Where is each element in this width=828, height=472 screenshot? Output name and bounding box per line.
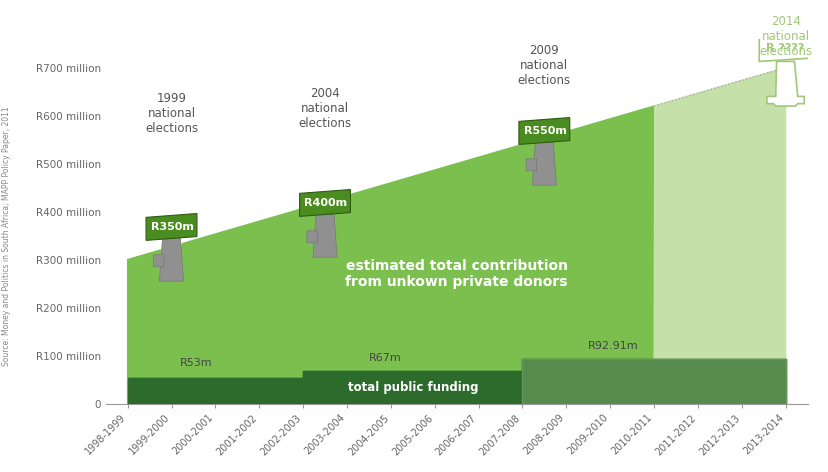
FancyBboxPatch shape [153,255,164,267]
Polygon shape [532,142,556,185]
Polygon shape [518,118,569,144]
Text: estimated total contribution
from unkown private donors: estimated total contribution from unkown… [345,259,567,289]
Text: R400m: R400m [304,198,347,208]
Polygon shape [313,214,337,257]
Text: R ????: R ???? [765,43,804,53]
Text: Source: Money and Politics in South Africa; MAPP Policy Paper, 2011: Source: Money and Politics in South Afri… [2,106,11,366]
Text: 2004
national
elections: 2004 national elections [298,87,351,130]
Polygon shape [758,34,811,61]
Text: R92.91m: R92.91m [588,341,638,351]
Text: total public funding: total public funding [347,381,478,394]
Polygon shape [146,213,197,240]
Polygon shape [128,359,785,404]
FancyBboxPatch shape [306,231,317,243]
Polygon shape [299,190,350,216]
Polygon shape [128,106,653,404]
Text: 2009
national
elections: 2009 national elections [518,44,570,87]
Text: 2014
national
elections: 2014 national elections [758,15,811,58]
Polygon shape [653,67,785,404]
Polygon shape [766,61,803,106]
Polygon shape [159,238,183,281]
Text: R67m: R67m [368,353,401,362]
Polygon shape [128,359,785,404]
Text: R550m: R550m [523,126,566,136]
Text: 1999
national
elections: 1999 national elections [145,92,198,135]
Text: R53m: R53m [180,357,213,368]
Text: R350m: R350m [151,222,194,232]
Polygon shape [522,359,785,404]
FancyBboxPatch shape [526,159,536,171]
